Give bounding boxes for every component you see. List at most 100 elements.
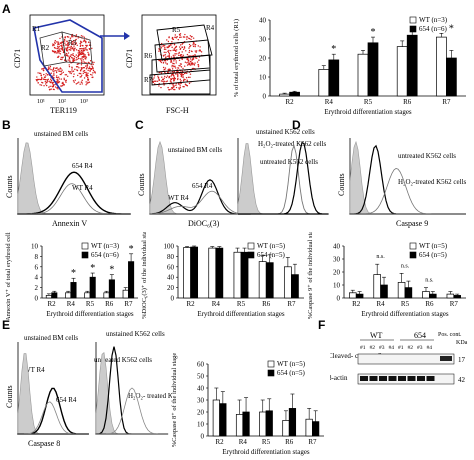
flow-event-dot: [197, 63, 199, 66]
flow-event-dot: [188, 51, 190, 54]
flow-event-dot: [166, 75, 169, 77]
flow-event-dot: [189, 63, 191, 66]
flow-event-dot: [152, 81, 155, 84]
flow-event-dot: [48, 80, 50, 82]
bar-654: [446, 57, 457, 97]
flow-event-dot: [87, 53, 90, 55]
flow-event-dot: [75, 34, 78, 36]
bar-654: [291, 274, 299, 299]
flow-event-dot: [166, 80, 169, 82]
bar-654: [312, 421, 320, 437]
flow-event-dot: [67, 42, 70, 44]
flow-event-dot: [82, 48, 84, 50]
flow-event-dot: [87, 82, 89, 84]
flow-event-dot: [78, 81, 80, 83]
flow-event-dot: [164, 67, 167, 69]
flow-event-dot: [184, 72, 187, 74]
flow-event-dot: [58, 68, 60, 70]
flow-event-dot: [53, 71, 55, 73]
flow-event-dot: [168, 77, 170, 79]
gate-r4: [156, 24, 213, 61]
x-tick-label: R4: [239, 438, 248, 446]
flow-event-dot: [63, 78, 65, 81]
flow-event-dot: [160, 45, 162, 47]
flow-event-dot: [188, 43, 191, 46]
flow-event-dot: [170, 59, 172, 61]
flow-event-dot: [164, 46, 166, 49]
flow-event-dot: [61, 41, 63, 43]
bar-654: [108, 279, 115, 299]
blot-band: [426, 376, 435, 381]
flow-event-dot: [162, 82, 165, 84]
legend-label: 654 (n=5): [257, 251, 286, 259]
flow-event-dot: [69, 59, 71, 61]
flow-event-dot: [86, 67, 88, 69]
bar-wt: [183, 247, 191, 299]
flow-event-dot: [179, 85, 181, 87]
legend-swatch: [81, 251, 89, 259]
flow-event-dot: [176, 78, 179, 81]
blot-band: [407, 376, 416, 381]
flow-event-dot: [85, 81, 87, 83]
flow-event-dot: [66, 50, 69, 52]
flow-event-dot: [194, 50, 196, 52]
flow-event-dot: [182, 85, 184, 88]
flow-event-dot: [153, 80, 155, 82]
flow-event-dot: [57, 42, 59, 44]
hist-label: H₂O₂-treated K562 cells: [398, 178, 467, 186]
flow-event-dot: [58, 43, 60, 46]
flow-event-dot: [177, 38, 179, 41]
flow-event-dot: [93, 71, 96, 73]
flow-event-dot: [173, 71, 175, 73]
flow-event-dot: [75, 83, 78, 85]
flow-event-dot: [173, 60, 175, 62]
flow-event-dot: [80, 81, 83, 83]
flow-event-dot: [85, 44, 87, 47]
x-tick-label: R4: [377, 300, 386, 308]
x-tick-label: R7: [124, 300, 133, 308]
flow-event-dot: [87, 79, 89, 81]
flow-event-dot: [69, 39, 71, 41]
bar-654: [288, 408, 297, 437]
flow-event-dot: [85, 71, 87, 74]
flow-event-dot: [173, 88, 175, 91]
flow-event-dot: [70, 42, 73, 44]
flow-event-dot: [77, 49, 80, 52]
bar-654: [429, 293, 437, 299]
flow-event-dot: [175, 84, 177, 87]
flow-event-dot: [60, 56, 62, 59]
flow-event-dot: [171, 46, 173, 49]
flow-event-dot: [53, 46, 56, 49]
legend-label: WT (n=5): [277, 360, 306, 368]
flow-event-dot: [61, 57, 64, 59]
flow-event-dot: [88, 54, 90, 57]
flow-event-dot: [83, 61, 85, 63]
flow-event-dot: [57, 49, 59, 52]
flow-event-dot: [78, 72, 81, 75]
flow-event-dot: [52, 67, 55, 70]
bar-wt: [397, 282, 406, 299]
flow-event-dot: [173, 49, 175, 51]
flow-event-dot: [187, 76, 190, 79]
flow-event-dot: [61, 46, 64, 48]
flow-event-dot: [175, 83, 177, 85]
flow-event-dot: [49, 85, 51, 87]
flow-event-dot: [171, 37, 173, 39]
flow-event-dot: [75, 56, 78, 59]
flow-event-dot: [183, 86, 185, 88]
hist-label: untreated K562 cells: [94, 356, 152, 364]
x-tick-label: R6: [105, 300, 114, 308]
flow-event-dot: [177, 73, 179, 75]
flow-event-dot: [181, 76, 183, 78]
flow-event-dot: [52, 68, 54, 71]
flow-event-dot: [35, 78, 38, 81]
significance-star: *: [331, 44, 336, 55]
flow-event-dot: [87, 69, 89, 72]
flow-event-dot: [162, 45, 164, 47]
flow-event-dot: [66, 40, 68, 42]
flow-event-dot: [44, 83, 47, 85]
flow-event-dot: [72, 70, 75, 72]
flow-event-dot: [88, 81, 91, 83]
y-tick-label: 30: [259, 36, 267, 44]
x-tick-label: R7: [450, 300, 459, 308]
